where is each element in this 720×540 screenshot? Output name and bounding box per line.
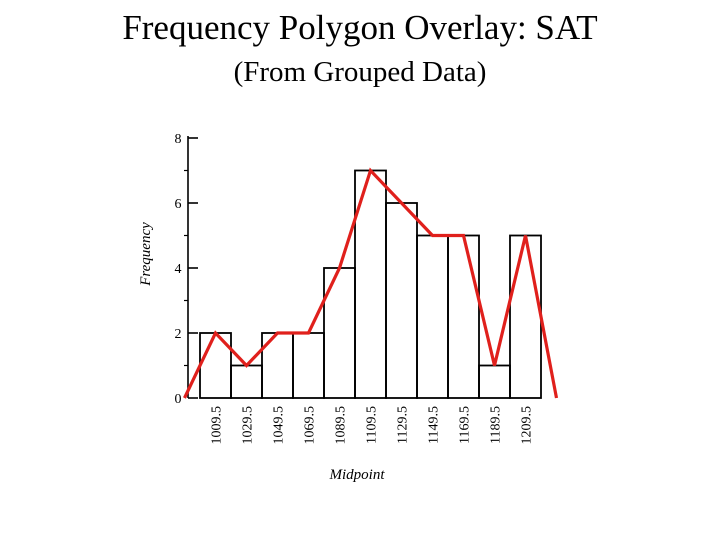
x-tick-label: 1129.5: [396, 406, 411, 444]
histogram-bar: [478, 364, 511, 399]
y-tick-label: 8: [175, 132, 182, 147]
x-tick-label: 1089.5: [334, 406, 349, 445]
x-tick-label: 1029.5: [241, 406, 256, 445]
chart-subtitle: (From Grouped Data): [233, 56, 487, 88]
histogram-bar: [416, 234, 449, 399]
histogram-bar: [509, 234, 542, 399]
y-tick-label: 4: [175, 262, 182, 277]
chart-title: Frequency Polygon Overlay: SAT: [122, 8, 598, 47]
x-tick-label: 1169.5: [458, 406, 473, 444]
histogram-bar: [230, 364, 263, 399]
x-tick-label: 1109.5: [365, 406, 380, 444]
x-tick-label: 1049.5: [272, 406, 287, 445]
x-axis-label: Midpoint: [329, 467, 386, 483]
x-tick-label: 1149.5: [427, 406, 442, 444]
x-tick-label: 1009.5: [210, 406, 225, 445]
histogram-bar: [292, 332, 325, 399]
x-tick-label: 1209.5: [520, 406, 535, 445]
histogram-bar: [447, 234, 480, 399]
x-tick-label: 1069.5: [303, 406, 318, 445]
frequency-polygon-line: [183, 167, 559, 399]
y-tick-label: 6: [175, 197, 182, 212]
x-tick-label: 1189.5: [489, 406, 504, 444]
y-axis-label: Frequency: [138, 222, 154, 287]
y-tick-label: 2: [175, 327, 182, 342]
y-tick-label: 0: [175, 392, 182, 407]
histogram-bar: [385, 202, 418, 399]
